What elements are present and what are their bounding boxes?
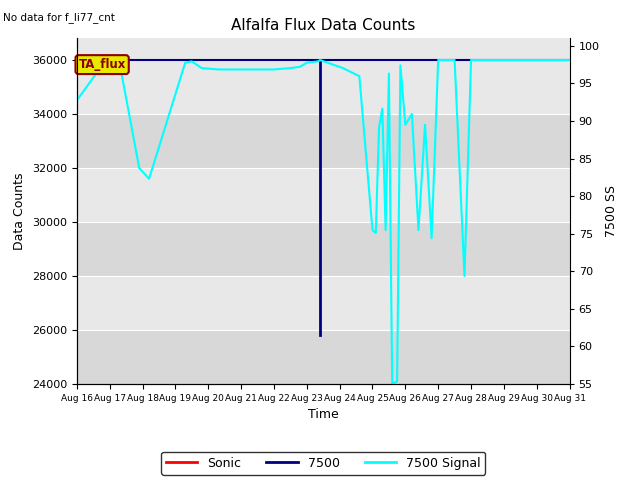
- Legend: Sonic, 7500, 7500 Signal: Sonic, 7500, 7500 Signal: [161, 452, 485, 475]
- X-axis label: Time: Time: [308, 408, 339, 421]
- Bar: [77, 330, 570, 384]
- Bar: [77, 222, 570, 276]
- Text: TA_flux: TA_flux: [79, 58, 126, 71]
- Text: No data for f_li77_cnt: No data for f_li77_cnt: [3, 12, 115, 23]
- Y-axis label: Data Counts: Data Counts: [13, 172, 26, 250]
- Y-axis label: 7500 SS: 7500 SS: [605, 185, 618, 237]
- Title: Alfalfa Flux Data Counts: Alfalfa Flux Data Counts: [231, 18, 415, 33]
- Bar: [77, 114, 570, 168]
